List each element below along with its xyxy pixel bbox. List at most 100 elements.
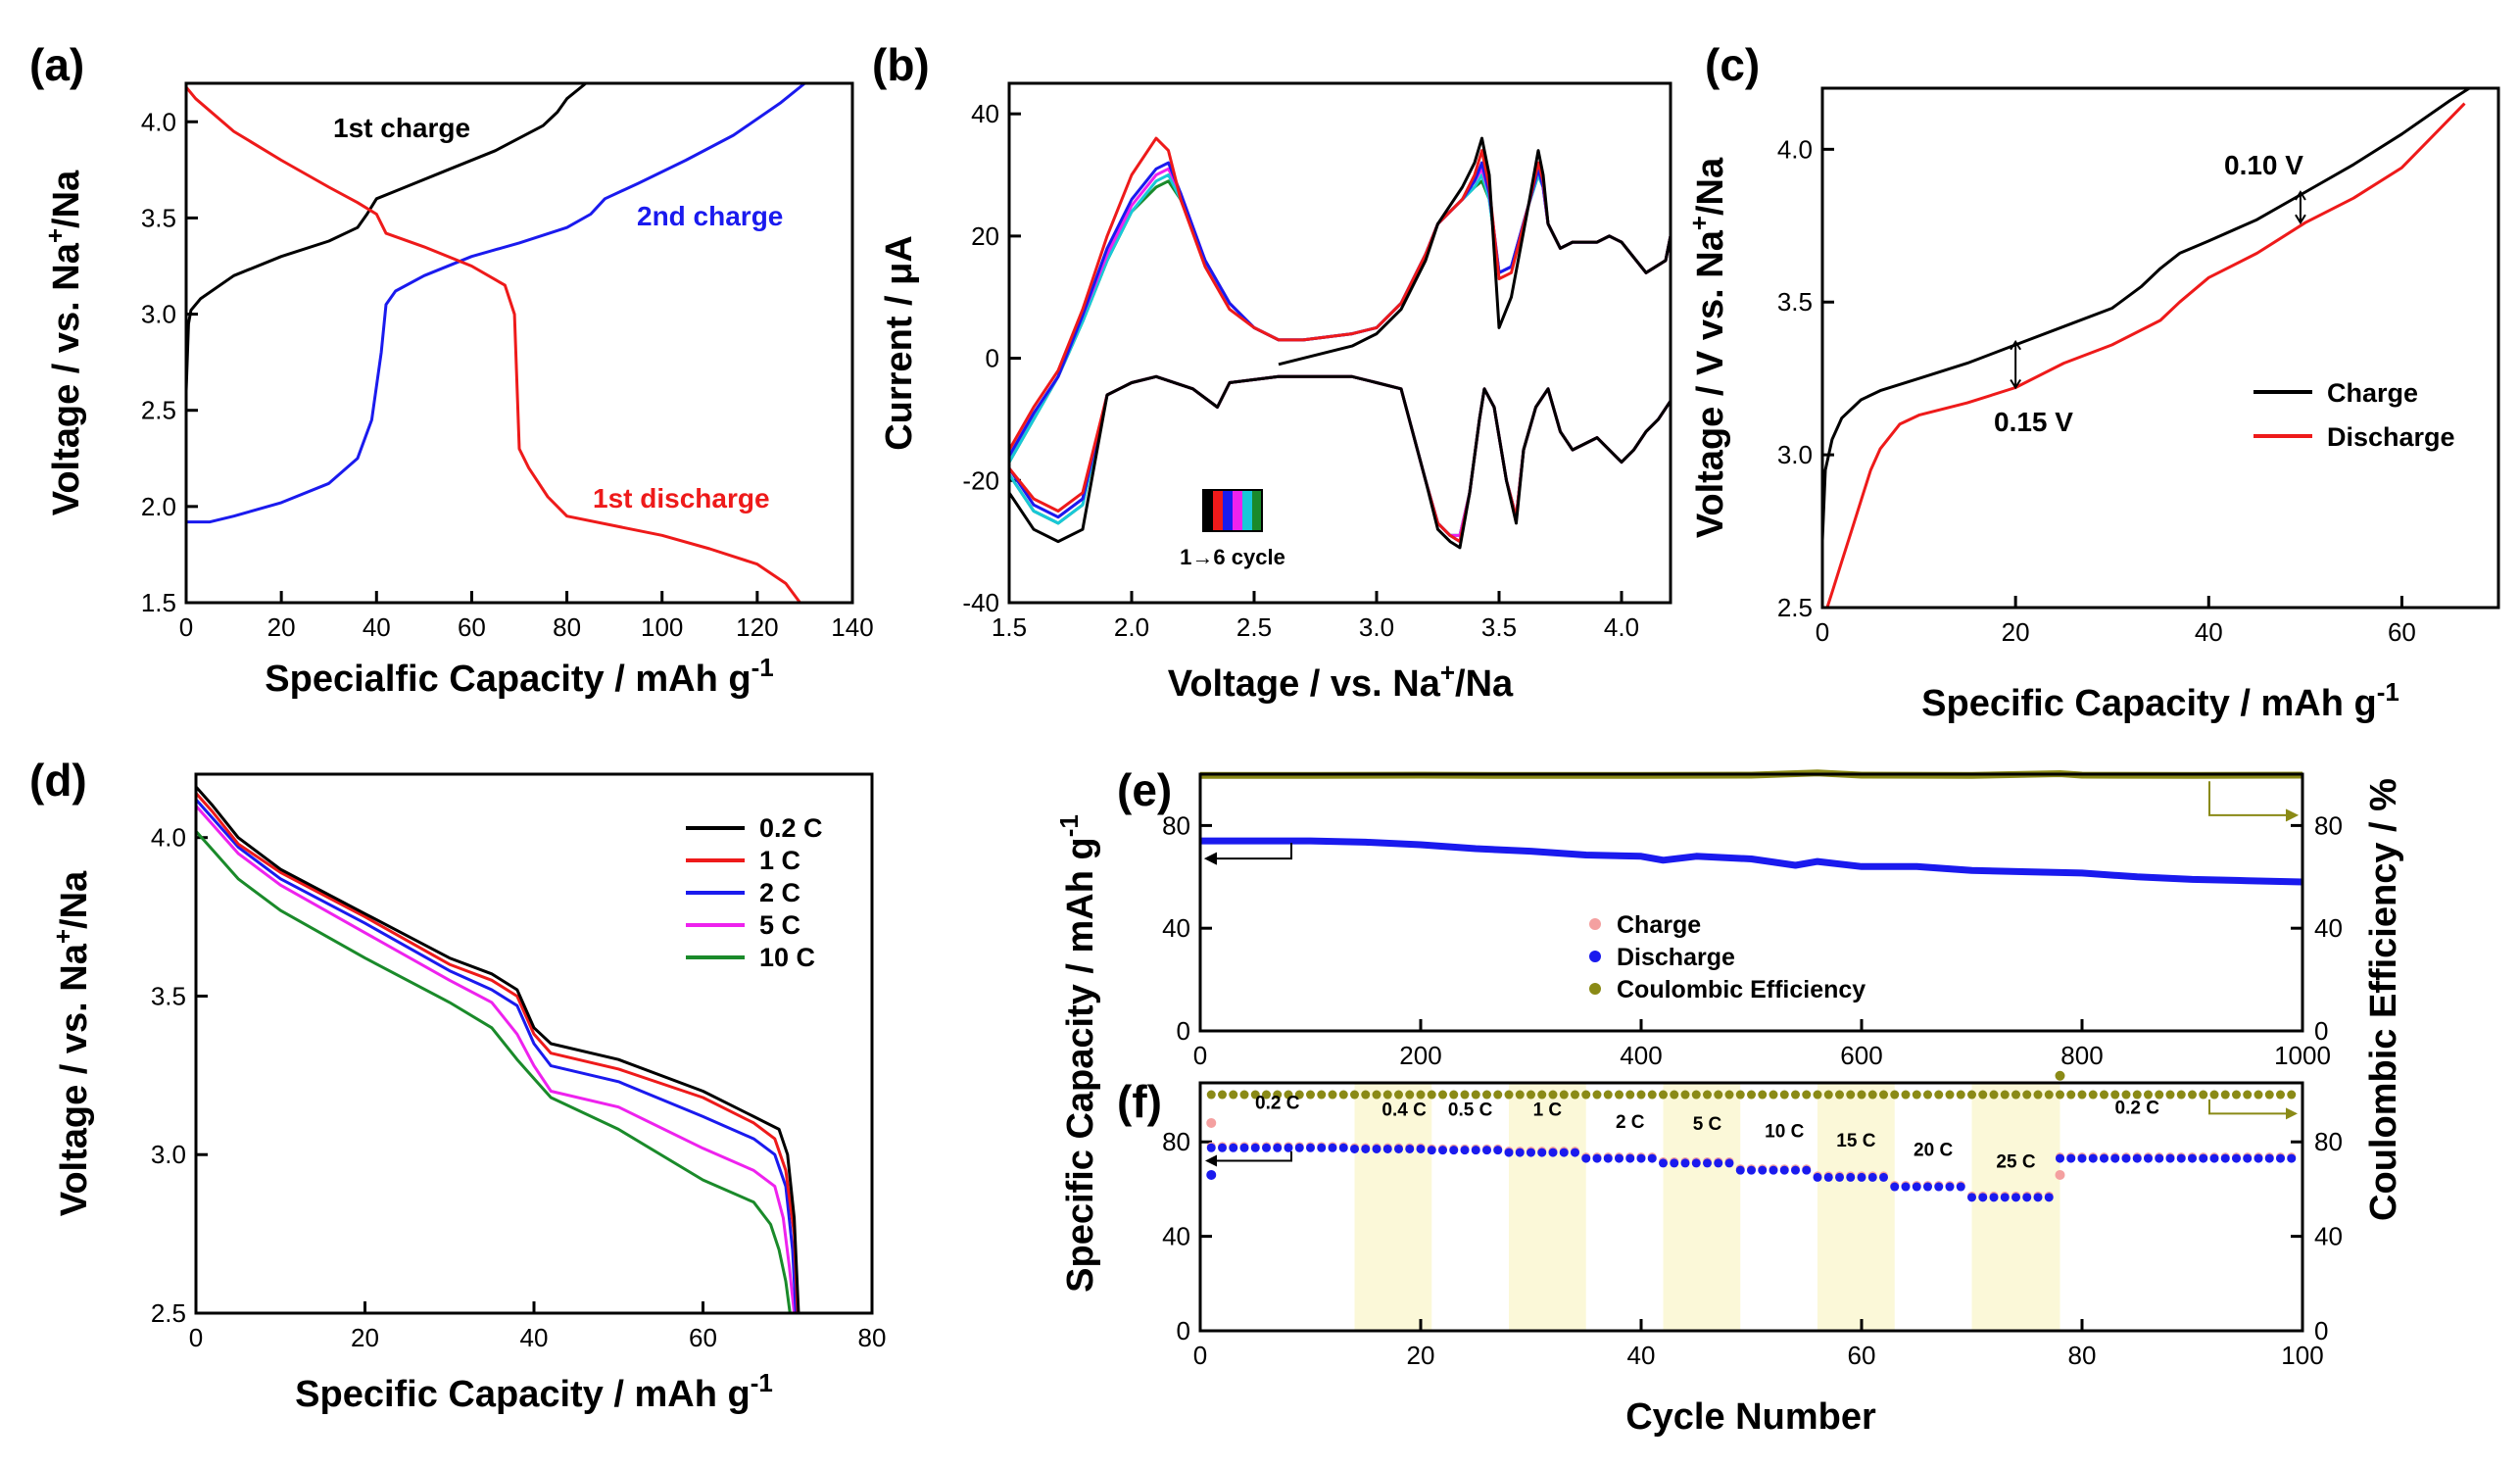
f-discharge-point-26	[1493, 1146, 1503, 1155]
b-cycle-1	[1007, 136, 1672, 550]
f-ce-point-46	[1714, 1090, 1723, 1100]
x-tick-label: 60	[1848, 1341, 1876, 1370]
x-tick-label: 40	[520, 1323, 549, 1352]
d-legend-label-4: 10 C	[759, 943, 815, 972]
f-discharge-point-94	[2243, 1153, 2253, 1163]
f-ce-point-33	[1571, 1090, 1579, 1100]
f-discharge-point-83	[2121, 1153, 2131, 1163]
panel-e-frame	[1198, 772, 2304, 1033]
f-discharge-point-86	[2155, 1153, 2164, 1163]
panel-a-label: (a)	[29, 39, 84, 90]
c-gap-annotations	[2010, 190, 2306, 390]
f-discharge-point-92	[2220, 1153, 2230, 1163]
b-ylabel: Current / μA	[879, 235, 920, 451]
f-discharge-point-76	[2044, 1193, 2054, 1202]
a-annot-1st-discharge: 1st discharge	[593, 483, 770, 513]
d-legend-label-1: 1 C	[759, 846, 800, 875]
f-ce-point-38	[1625, 1090, 1635, 1100]
f-discharge-point-30	[1537, 1148, 1547, 1157]
c-gap-arrowhead-bottom-1	[2295, 214, 2306, 225]
x-tick-label: 80	[553, 612, 581, 642]
x-tick-label: 40	[2195, 617, 2223, 647]
b-legend-text: 1→6 cycle	[1180, 545, 1285, 569]
f-ce-point-0	[1206, 1090, 1216, 1100]
d-ylabel: Voltage / vs. Na+/Na	[48, 870, 95, 1216]
c-series-1	[1825, 102, 2466, 609]
f-ce-point-28	[1515, 1090, 1525, 1100]
f-discharge-point-7	[1284, 1143, 1293, 1152]
f-ce-point-65	[1923, 1090, 1932, 1100]
e-arrow-left	[1207, 843, 1292, 860]
f-ce-point-64	[1912, 1090, 1921, 1100]
y-tick-label: 2.5	[1777, 593, 1813, 622]
f-discharge-point-90	[2199, 1153, 2208, 1163]
f-discharge-point-85	[2144, 1153, 2153, 1163]
panel-b-frame	[1007, 81, 1672, 605]
f-ce-point-36	[1603, 1090, 1613, 1100]
f-discharge-point-81	[2100, 1153, 2108, 1163]
f-discharge-point-97	[2276, 1153, 2285, 1163]
y-right-tick-label: 80	[2314, 810, 2343, 840]
f-shaded-band-3	[1817, 1083, 1895, 1331]
f-discharge-point-65	[1923, 1182, 1932, 1192]
d-series-1	[194, 792, 800, 1314]
d-series-0	[194, 785, 800, 1314]
f-ce-point-58	[1846, 1090, 1856, 1100]
f-ce-point-67	[1945, 1090, 1955, 1100]
panel-f-label: (f)	[1117, 1076, 1162, 1127]
f-ce-point-7	[1284, 1090, 1293, 1100]
c-series-0	[1820, 86, 2471, 541]
f-ce-point-9	[1306, 1090, 1315, 1100]
f-discharge-point-29	[1527, 1148, 1535, 1157]
x-tick-label: 20	[267, 612, 296, 642]
d-series-2	[194, 798, 798, 1314]
f-discharge-point-22	[1449, 1146, 1459, 1155]
f-discharge-point-78	[2066, 1153, 2076, 1163]
f-ce-point-23	[1460, 1090, 1470, 1100]
f-ce-point-14	[1361, 1090, 1371, 1100]
f-discharge-point-31	[1548, 1148, 1558, 1157]
f-rate-label-5: 5 C	[1693, 1114, 1722, 1135]
x-tick-label: 20	[351, 1323, 379, 1352]
x-tick-label: 80	[2068, 1341, 2097, 1370]
panel-e-label: (e)	[1117, 764, 1172, 815]
f-discharge-point-57	[1835, 1172, 1844, 1182]
f-discharge-point-64	[1912, 1182, 1921, 1192]
f-discharge-point-52	[1779, 1165, 1789, 1175]
y-tick-label: 3.5	[151, 981, 186, 1010]
f-ce-point-63	[1901, 1090, 1911, 1100]
y-tick-label: 4.0	[1777, 134, 1813, 164]
f-ce-point-44	[1691, 1090, 1701, 1100]
f-discharge-point-66	[1934, 1182, 1944, 1192]
f-ce-point-97	[2276, 1090, 2285, 1100]
f-ce-point-51	[1769, 1090, 1778, 1100]
f-discharge-point-59	[1857, 1172, 1866, 1182]
f-discharge-point-50	[1758, 1165, 1768, 1175]
f-discharge-point-12	[1338, 1143, 1348, 1152]
f-ce-point-27	[1504, 1090, 1514, 1100]
f-discharge-point-61	[1879, 1172, 1888, 1182]
f-ce-point-32	[1559, 1090, 1569, 1100]
f-discharge-point-46	[1714, 1158, 1723, 1168]
panel-d-series	[194, 785, 800, 1314]
b-cycle-legend	[1202, 489, 1263, 532]
f-shaded-band-1	[1509, 1083, 1586, 1331]
x-tick-label: 400	[1620, 1041, 1662, 1070]
y-tick-label: -40	[962, 588, 999, 617]
f-ce-point-40	[1647, 1090, 1657, 1100]
f-ce-point-61	[1879, 1090, 1888, 1100]
f-discharge-point-44	[1691, 1158, 1701, 1168]
f-ce-point-42	[1670, 1090, 1679, 1100]
panel-f-series	[1206, 1070, 2297, 1202]
f-ce-point-71	[1989, 1090, 1999, 1100]
f-ce-point-10	[1317, 1090, 1327, 1100]
f-discharge-point-96	[2264, 1153, 2274, 1163]
d-legend: 0.2 C 1 C 2 C 5 C 10 C	[686, 813, 823, 972]
c-gap-arrowhead-bottom-0	[2010, 378, 2021, 390]
f-discharge-point-39	[1636, 1153, 1646, 1163]
f-discharge-point-72	[2000, 1193, 2010, 1202]
f-ce-point-81	[2100, 1090, 2108, 1100]
f-ce-point-96	[2264, 1090, 2274, 1100]
